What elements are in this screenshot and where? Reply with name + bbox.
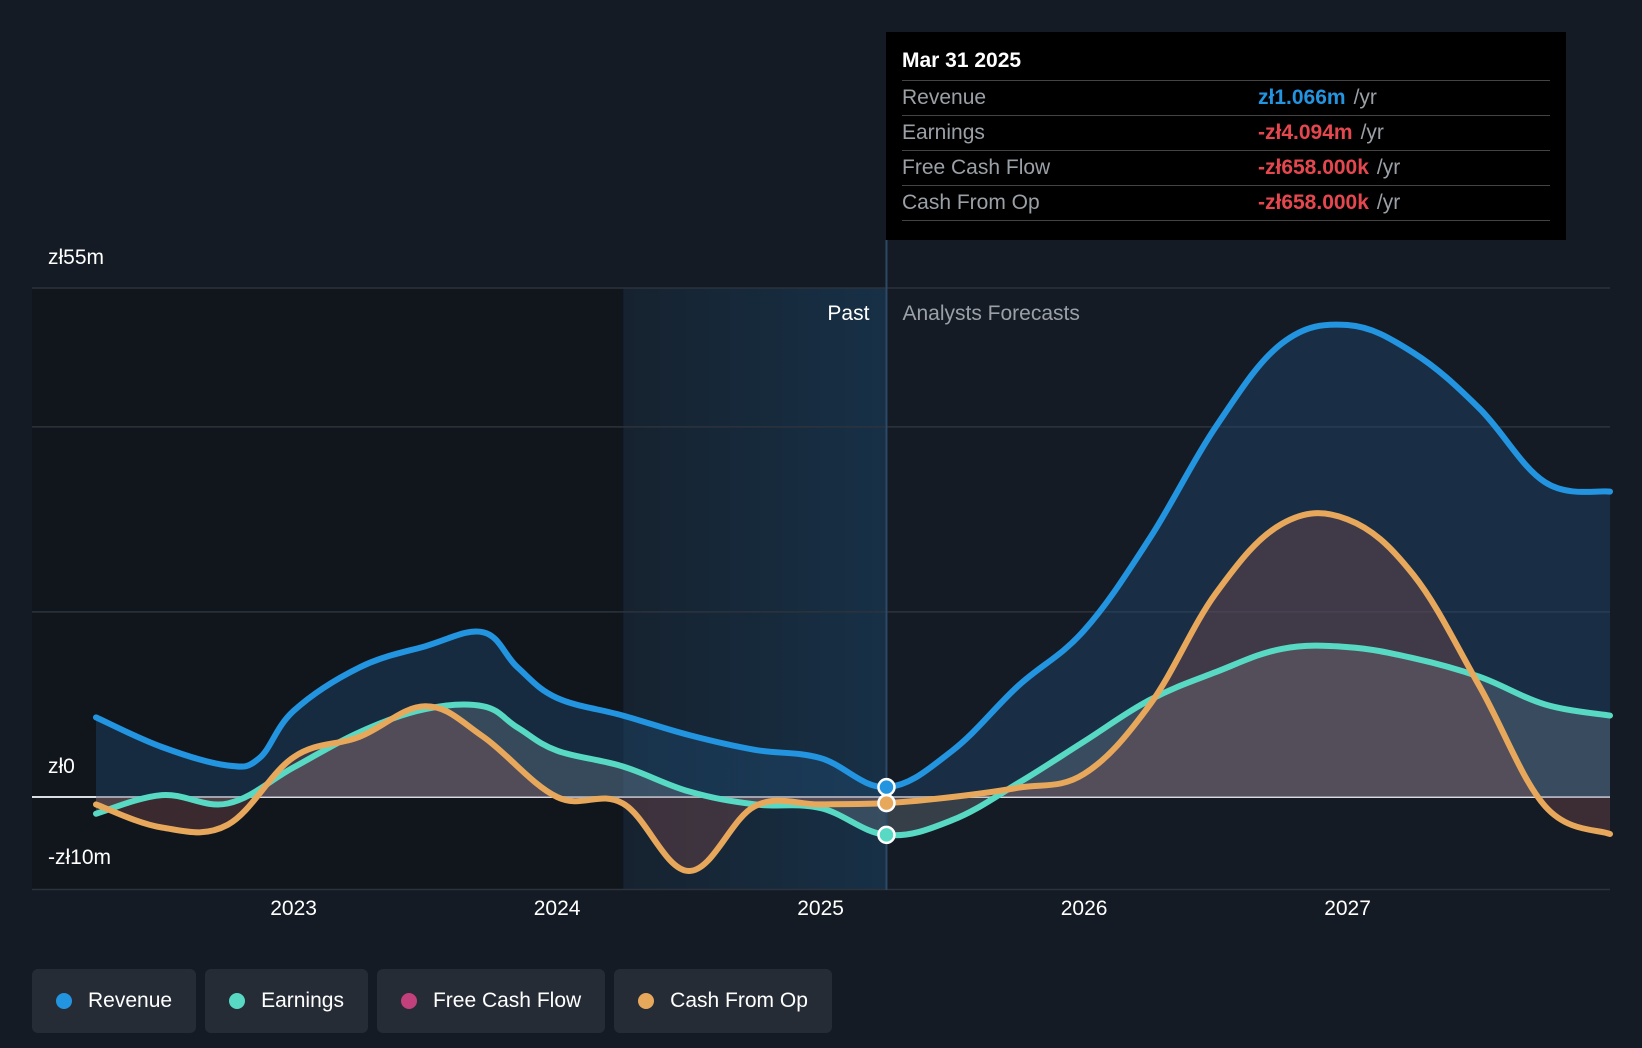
tooltip: Mar 31 2025 Revenue zł1.066m /yr Earning… xyxy=(886,32,1566,240)
legend-item-earnings[interactable]: Earnings xyxy=(205,969,368,1033)
tooltip-date: Mar 31 2025 xyxy=(902,49,1022,72)
x-tick-label: 2023 xyxy=(270,897,317,920)
earnings-marker xyxy=(877,825,896,845)
tooltip-unit: /yr xyxy=(1376,156,1401,179)
tooltip-row-free-cash-flow: Free Cash Flow -zł658.000k /yr xyxy=(902,150,1550,185)
history-background xyxy=(32,288,624,890)
legend-label: Cash From Op xyxy=(670,989,808,1012)
x-tick-label: 2026 xyxy=(1061,897,1108,920)
tooltip-value: -zł658.000k xyxy=(1258,156,1369,179)
free-cash-flow-dot-icon xyxy=(400,993,417,1009)
past-label: Past xyxy=(827,302,869,325)
tooltip-unit: /yr xyxy=(1360,121,1384,144)
tooltip-row-cash-from-op: Cash From Op -zł658.000k /yr xyxy=(902,185,1550,221)
legend-label: Earnings xyxy=(261,989,344,1012)
x-tick-label: 2025 xyxy=(797,897,844,920)
revenue-marker xyxy=(877,777,896,797)
cash-from-op-marker xyxy=(877,793,896,813)
x-tick-label: 2024 xyxy=(534,897,581,920)
y-axis-label: zł55m xyxy=(48,246,104,269)
revenue-dot-icon xyxy=(56,993,72,1009)
forecast-label: Analysts Forecasts xyxy=(902,302,1079,325)
legend-label: Free Cash Flow xyxy=(432,989,582,1012)
legend-item-free-cash-flow[interactable]: Free Cash Flow xyxy=(376,969,606,1033)
x-tick-label: 2027 xyxy=(1324,897,1371,920)
revenue-line xyxy=(93,321,1613,791)
tooltip-row-earnings: Earnings -zł4.094m /yr xyxy=(902,115,1550,150)
legend-label: Revenue xyxy=(88,989,173,1012)
tooltip-value: -zł4.094m xyxy=(1258,121,1353,144)
tooltip-unit: /yr xyxy=(1353,86,1377,109)
y-axis-label: zł0 xyxy=(48,755,75,778)
tooltip-label: Revenue xyxy=(902,86,987,109)
tooltip-label: Earnings xyxy=(902,121,985,144)
cash-from-op-line xyxy=(93,510,1613,875)
y-axis-label: -zł10m xyxy=(48,846,111,869)
revenue-area xyxy=(96,324,1610,797)
legend-item-revenue[interactable]: Revenue xyxy=(32,969,197,1033)
past-region xyxy=(622,288,887,890)
tooltip-label: Free Cash Flow xyxy=(902,156,1051,179)
earnings-area xyxy=(96,645,1610,836)
cash-from-op-area xyxy=(96,513,1610,872)
tooltip-value: zł1.066m xyxy=(1258,86,1346,109)
tooltip-row-revenue: Revenue zł1.066m /yr xyxy=(902,80,1550,115)
tooltip-value: -zł658.000k xyxy=(1258,191,1369,214)
tooltip-label: Cash From Op xyxy=(902,191,1040,214)
earnings-dot-icon xyxy=(229,993,246,1009)
cash-from-op-dot-icon xyxy=(638,993,655,1009)
tooltip-unit: /yr xyxy=(1376,191,1401,214)
earnings-line xyxy=(93,642,1613,839)
legend-item-cash-from-op[interactable]: Cash From Op xyxy=(614,969,832,1033)
legend: Revenue Earnings Free Cash Flow Cash Fro… xyxy=(32,969,832,1033)
